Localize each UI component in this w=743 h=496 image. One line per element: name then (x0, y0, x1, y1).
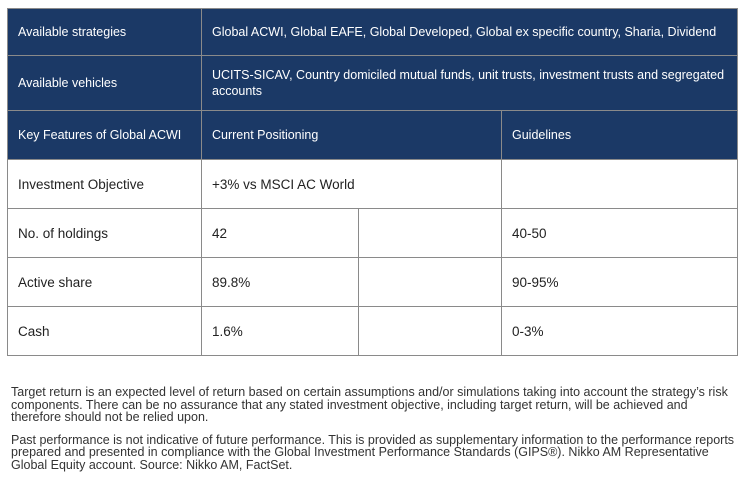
guidelines-cell: 0-3% (501, 306, 738, 356)
available-vehicles-label: Available vehicles (7, 55, 202, 111)
guidelines-cell: 90-95% (501, 257, 738, 307)
footnotes: Target return is an expected level of re… (11, 386, 735, 481)
feature-cell: No. of holdings (7, 208, 202, 258)
empty-cell (358, 257, 502, 307)
feature-cell: Investment Objective (7, 159, 202, 209)
table-row: Cash 1.6% 0-3% (7, 306, 738, 356)
feature-cell: Cash (7, 306, 202, 356)
past-performance-disclaimer: Past performance is not indicative of fu… (11, 432, 735, 472)
positioning-cell: 42 (201, 208, 359, 258)
feature-cell: Active share (7, 257, 202, 307)
table-row: Active share 89.8% 90-95% (7, 257, 738, 307)
available-strategies-value: Global ACWI, Global EAFE, Global Develop… (201, 8, 738, 56)
table-row: Investment Objective +3% vs MSCI AC Worl… (7, 159, 738, 209)
available-strategies-label: Available strategies (7, 8, 202, 56)
target-return-disclaimer: Target return is an expected level of re… (11, 385, 728, 424)
column-header-row: Key Features of Global ACWI Current Posi… (7, 110, 738, 160)
key-features-table: Available strategies Global ACWI, Global… (7, 8, 738, 356)
header-guidelines: Guidelines (501, 110, 738, 160)
guidelines-cell: 40-50 (501, 208, 738, 258)
available-vehicles-row: Available vehicles UCITS-SICAV, Country … (7, 55, 738, 111)
available-strategies-row: Available strategies Global ACWI, Global… (7, 8, 738, 56)
empty-cell (358, 306, 502, 356)
table-row: No. of holdings 42 40-50 (7, 208, 738, 258)
header-key-features: Key Features of Global ACWI (7, 110, 202, 160)
empty-cell (358, 208, 502, 258)
positioning-cell: +3% vs MSCI AC World (201, 159, 502, 209)
positioning-cell: 89.8% (201, 257, 359, 307)
guidelines-cell (501, 159, 738, 209)
positioning-cell: 1.6% (201, 306, 359, 356)
header-current-positioning: Current Positioning (201, 110, 502, 160)
available-vehicles-value: UCITS-SICAV, Country domiciled mutual fu… (201, 55, 738, 111)
